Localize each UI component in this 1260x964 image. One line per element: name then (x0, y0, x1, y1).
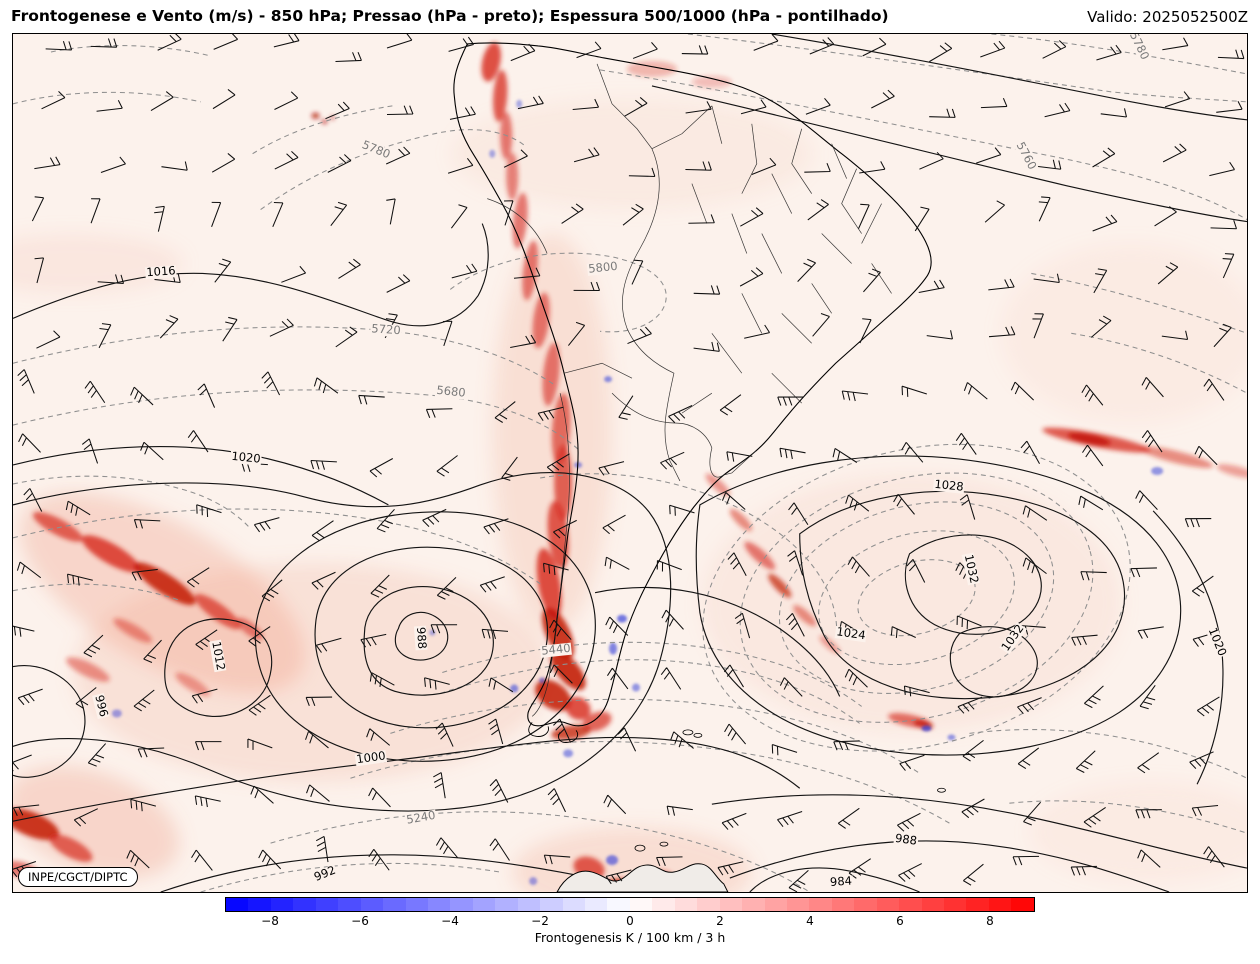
page-title: Frontogenese e Vento (m/s) - 850 hPa; Pr… (11, 7, 889, 25)
colorbar-tick: −4 (441, 914, 459, 928)
colorbar-gradient (225, 897, 1035, 912)
frontogenesis-wash-layer (13, 98, 1247, 892)
colorbar-segment (899, 898, 922, 911)
colorbar-segment (495, 898, 518, 911)
colorbar-segment (607, 898, 630, 911)
frontogenesis-blue-layer (111, 99, 1164, 892)
colorbar-segment (585, 898, 608, 911)
credit-text: INPE/CGCT/DIPTC (28, 870, 128, 884)
contour-label: 1020 (229, 448, 263, 466)
colorbar-tick: 2 (716, 914, 724, 928)
colorbar: −8 −6 −4 −2 0 2 4 6 8 Frontogenesis K / 100 km /… (225, 897, 1035, 945)
colorbar-segment (742, 898, 765, 911)
contour-label: 1016 (144, 263, 178, 280)
colorbar-tick: 8 (986, 914, 994, 928)
colorbar-segment (270, 898, 294, 911)
colorbar-segment (629, 898, 653, 911)
colorbar-segment (517, 898, 541, 911)
colorbar-ticks: −8 −6 −4 −2 0 2 4 6 8 (225, 912, 1035, 929)
colorbar-segment (719, 898, 743, 911)
colorbar-segment (697, 898, 720, 911)
weather-map-svg (13, 34, 1247, 892)
colorbar-segment (921, 898, 944, 911)
colorbar-segment (876, 898, 900, 911)
colorbar-segment (315, 898, 339, 911)
colorbar-segment (652, 898, 675, 911)
colorbar-segment (966, 898, 989, 911)
pressure-contours-layer (13, 34, 1247, 892)
colorbar-tick: −6 (351, 914, 369, 928)
colorbar-segment (988, 898, 1012, 911)
contour-label: 5680 (434, 382, 468, 400)
wind-barb-layer (13, 34, 1245, 892)
map-area: 1016 5780 5800 5720 5680 1020 1028 1032 1032 1024… (12, 33, 1248, 893)
colorbar-tick: 6 (896, 914, 904, 928)
colorbar-segment (854, 898, 877, 911)
colorbar-tick: 0 (626, 914, 634, 928)
colorbar-segment (809, 898, 832, 911)
country-borders-layer (487, 63, 892, 717)
colorbar-segment (944, 898, 967, 911)
colorbar-segment (450, 898, 473, 911)
contour-label: 984 (828, 873, 854, 890)
contour-label: 988 (413, 625, 430, 651)
colorbar-segment (338, 898, 361, 911)
colorbar-segment (226, 898, 249, 911)
contour-label: 1028 (932, 476, 966, 494)
credit-badge: INPE/CGCT/DIPTC (18, 867, 138, 887)
colorbar-segment (562, 898, 585, 911)
colorbar-tick: −2 (531, 914, 549, 928)
colorbar-segment (764, 898, 787, 911)
colorbar-segment (674, 898, 698, 911)
contour-label: 988 (893, 830, 919, 848)
colorbar-segment (427, 898, 451, 911)
colorbar-segment (360, 898, 384, 911)
colorbar-segment (383, 898, 406, 911)
colorbar-segment (1011, 898, 1034, 911)
coastline-layer (453, 42, 946, 892)
thickness-contours-layer (13, 34, 1247, 892)
colorbar-tick: 4 (806, 914, 814, 928)
frontogenesis-red-layer (13, 42, 1247, 892)
colorbar-segment (831, 898, 855, 911)
colorbar-segment (786, 898, 810, 911)
valid-time: Valido: 2025052500Z (1087, 8, 1248, 26)
colorbar-segment (472, 898, 496, 911)
colorbar-tick: −8 (261, 914, 279, 928)
contour-label: 5720 (369, 321, 403, 338)
colorbar-segment (540, 898, 563, 911)
colorbar-segment (293, 898, 316, 911)
colorbar-segment (405, 898, 428, 911)
colorbar-segment (248, 898, 271, 911)
colorbar-label: Frontogenesis K / 100 km / 3 h (534, 930, 726, 945)
